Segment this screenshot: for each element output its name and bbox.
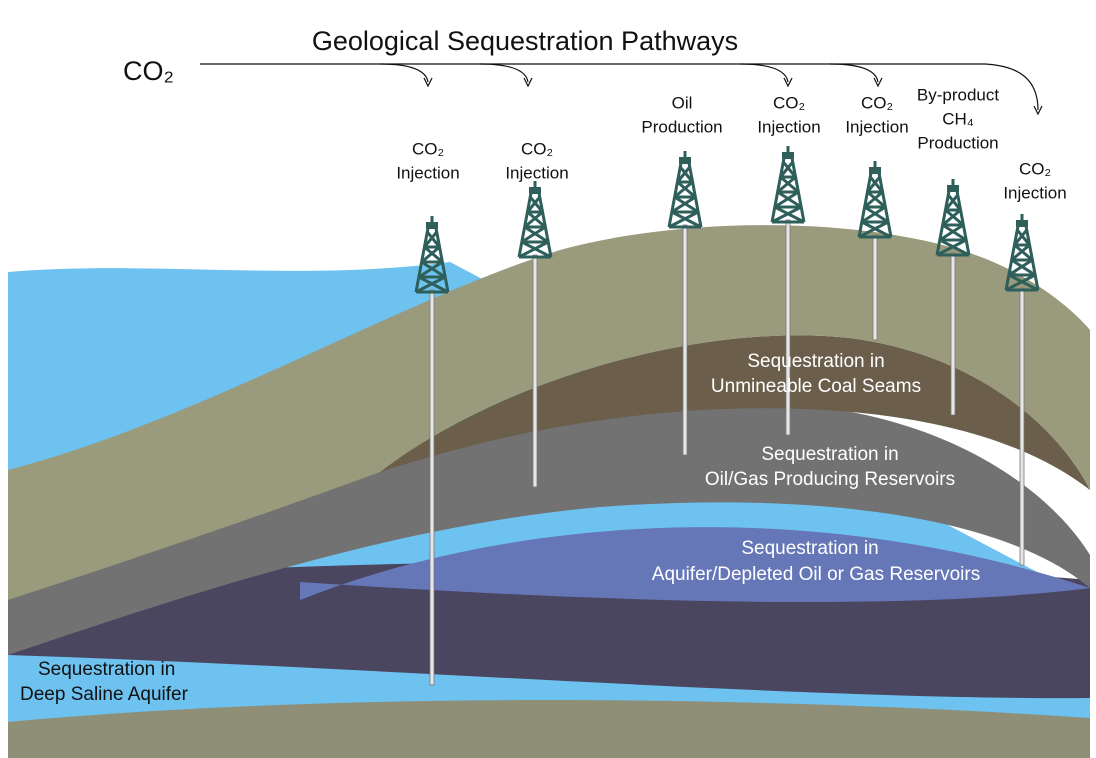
well-label: Injection bbox=[505, 163, 568, 182]
derrick-top bbox=[947, 185, 959, 192]
diagram: Geological Sequestration Pathways CO₂ CO… bbox=[0, 0, 1096, 758]
well-label: Production bbox=[641, 117, 722, 136]
derrick bbox=[859, 161, 891, 237]
well-label: CO₂ bbox=[773, 93, 805, 112]
derrick-top bbox=[529, 187, 541, 194]
derrick bbox=[669, 151, 701, 227]
well-pipe bbox=[533, 255, 537, 487]
well-label: CO₂ bbox=[412, 139, 444, 158]
well-pipe bbox=[786, 220, 790, 435]
derrick-mast bbox=[431, 216, 434, 223]
derrick-mast bbox=[1021, 214, 1024, 221]
well-label: Oil bbox=[672, 93, 693, 112]
derrick bbox=[772, 146, 804, 222]
zone-label: Sequestration in bbox=[747, 351, 884, 372]
well-label: CO₂ bbox=[861, 93, 893, 112]
zone-label: Oil/Gas Producing Reservoirs bbox=[705, 469, 955, 490]
co2-arrows bbox=[200, 64, 1042, 114]
derrick-mast bbox=[787, 146, 790, 153]
derrick bbox=[519, 181, 551, 257]
derrick-top bbox=[679, 157, 691, 164]
well-label: CO₂ bbox=[521, 139, 553, 158]
well-pipe bbox=[430, 290, 434, 685]
zone-label: Sequestration in bbox=[761, 444, 898, 465]
well-label: By-product bbox=[917, 85, 999, 104]
well-label: CH₄ bbox=[942, 109, 974, 128]
derrick-top bbox=[869, 167, 881, 174]
title: Geological Sequestration Pathways bbox=[312, 26, 738, 56]
derrick-mast bbox=[684, 151, 687, 158]
well-label: Injection bbox=[845, 117, 908, 136]
derrick-top bbox=[1016, 220, 1028, 227]
well-label: Injection bbox=[396, 163, 459, 182]
well-pipe bbox=[1020, 288, 1024, 565]
zone-label: Deep Saline Aquifer bbox=[20, 684, 189, 705]
derrick-top bbox=[782, 152, 794, 159]
well-pipe bbox=[683, 225, 687, 455]
derrick-top bbox=[426, 222, 438, 229]
derrick-mast bbox=[952, 179, 955, 186]
zone-label: Unmineable Coal Seams bbox=[711, 376, 921, 397]
co2-source: CO₂ bbox=[123, 56, 174, 86]
well-label: Injection bbox=[1003, 183, 1066, 202]
well-label: Production bbox=[917, 133, 998, 152]
well-label: Injection bbox=[757, 117, 820, 136]
zone-label: Sequestration in bbox=[741, 538, 878, 559]
zone-label: Aquifer/Depleted Oil or Gas Reservoirs bbox=[652, 564, 980, 585]
well-pipe bbox=[951, 253, 955, 415]
derrick bbox=[937, 179, 969, 255]
well-label: CO₂ bbox=[1019, 159, 1051, 178]
derrick-mast bbox=[874, 161, 877, 168]
well-pipe bbox=[873, 235, 877, 340]
zone-label: Sequestration in bbox=[38, 659, 175, 680]
